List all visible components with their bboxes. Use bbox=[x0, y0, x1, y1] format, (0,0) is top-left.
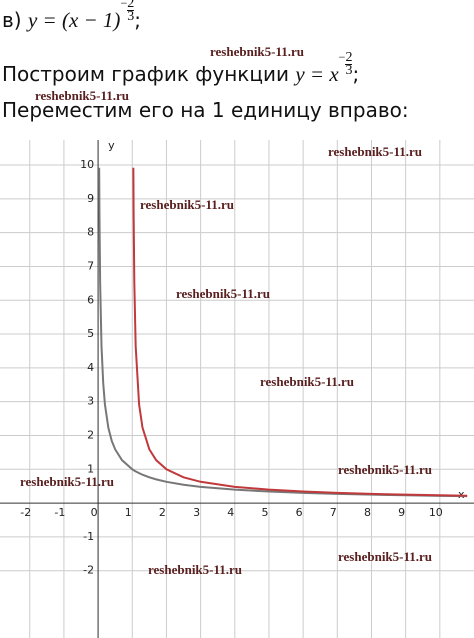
formula: y = (x − 1) bbox=[27, 8, 121, 32]
x-tick-label: 5 bbox=[261, 506, 268, 519]
y-tick-label: 10 bbox=[80, 158, 94, 171]
x-tick-label: 2 bbox=[159, 506, 166, 519]
x-axis-label: x bbox=[458, 488, 465, 501]
exponent-den: 3 bbox=[127, 9, 135, 24]
watermark: reshebnik5-11.ru bbox=[20, 474, 115, 489]
x-tick-label: 8 bbox=[364, 506, 371, 519]
step1-text: Построим график функции bbox=[2, 62, 296, 86]
exponent-sign: − bbox=[120, 0, 128, 10]
problem-line: в) y = (x − 1)− 2 3; bbox=[2, 0, 141, 35]
watermark: reshebnik5-11.ru bbox=[140, 197, 235, 212]
formula-end: ; bbox=[352, 62, 360, 86]
y-tick-label: 6 bbox=[87, 293, 94, 306]
curve bbox=[98, 167, 468, 498]
y-tick-label: 5 bbox=[87, 327, 94, 340]
x-tick-label: 4 bbox=[227, 506, 234, 519]
step2-text: Переместим его на 1 единицу вправо: bbox=[2, 98, 409, 122]
watermark: reshebnik5-11.ru bbox=[210, 44, 305, 59]
y-tick-label: 7 bbox=[87, 259, 94, 272]
chart: -2 -1 0 1 2 3 4 5 6 7 8 9 10 -2 -1 1 2 3 4 5 6 7 8 9 10 x y bbox=[0, 140, 474, 638]
watermark: reshebnik5-11.ru bbox=[338, 462, 433, 477]
x-tick-label: 3 bbox=[193, 506, 200, 519]
x-tick-label: 7 bbox=[330, 506, 337, 519]
step1-line: Построим график функции y = x− 2 3; bbox=[2, 50, 360, 89]
y-axis-label: y bbox=[108, 140, 115, 152]
y-tick-label: 3 bbox=[87, 395, 94, 408]
exponent-den: 3 bbox=[345, 63, 353, 78]
formula: y = x bbox=[295, 62, 339, 86]
problem-label: в) bbox=[2, 8, 22, 32]
x-tick-label: 0 bbox=[91, 506, 98, 519]
y-tick-label: -1 bbox=[83, 530, 94, 543]
y-tick-label: 4 bbox=[87, 361, 94, 374]
x-tick-label: 10 bbox=[429, 506, 443, 519]
x-tick-label: 9 bbox=[398, 506, 405, 519]
watermark: reshebnik5-11.ru bbox=[148, 562, 243, 577]
watermark: reshebnik5-11.ru bbox=[260, 374, 355, 389]
watermark: reshebnik5-11.ru bbox=[328, 144, 423, 159]
y-tick-label: 1 bbox=[87, 462, 94, 475]
x-tick-label: 6 bbox=[296, 506, 303, 519]
y-tick-label: 2 bbox=[87, 428, 94, 441]
curve bbox=[132, 167, 468, 497]
formula-end: ; bbox=[134, 8, 141, 32]
x-tick-label: -2 bbox=[20, 506, 31, 519]
y-tick-label: 8 bbox=[87, 226, 94, 239]
watermark: reshebnik5-11.ru bbox=[35, 88, 130, 103]
x-tick-label: -1 bbox=[54, 506, 65, 519]
y-tick-label: 9 bbox=[87, 192, 94, 205]
watermark: reshebnik5-11.ru bbox=[176, 286, 271, 301]
step2-line: Переместим его на 1 единицу вправо: bbox=[2, 98, 409, 122]
y-tick-label: -2 bbox=[83, 564, 94, 577]
exponent-sign: − bbox=[338, 50, 346, 64]
exponent-num: 2 bbox=[345, 50, 353, 65]
x-tick-label: 1 bbox=[125, 506, 132, 519]
watermark: reshebnik5-11.ru bbox=[338, 549, 433, 564]
exponent-num: 2 bbox=[127, 0, 135, 11]
